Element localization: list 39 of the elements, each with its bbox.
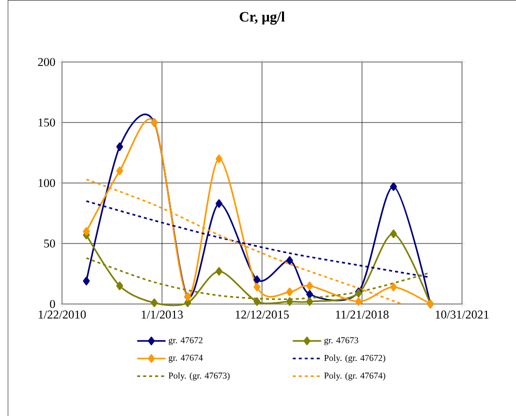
point — [82, 227, 90, 236]
x-tick-label: 11/21/2018 — [336, 310, 389, 319]
x-tick-label: 12/12/2015 — [236, 310, 289, 319]
legend-label: Poly. (gr. 47673) — [168, 372, 230, 380]
point — [306, 282, 314, 290]
y-tick-label: 100 — [38, 178, 56, 188]
point — [216, 199, 222, 208]
point — [286, 288, 294, 296]
y-tick-label: 150 — [38, 118, 56, 127]
point — [286, 256, 294, 265]
point — [306, 290, 314, 299]
y-tick-label: 50 — [44, 239, 56, 248]
point — [254, 282, 260, 292]
point — [306, 297, 314, 306]
x-tick-label: 1/1/2013 — [142, 310, 183, 319]
point — [116, 142, 124, 151]
point — [116, 282, 124, 290]
x-tick-label: 1/22/2010 — [38, 310, 86, 319]
point — [390, 230, 397, 238]
y-tick-label: 200 — [38, 58, 56, 66]
point — [286, 297, 294, 306]
legend-label: gr. 47674 — [168, 354, 203, 363]
legend-label: Poly. (gr. 47674) — [324, 372, 386, 380]
legend-label: Poly. (gr. 47672) — [324, 354, 386, 363]
y-tick-label: 0 — [50, 300, 56, 308]
legend-label: gr. 47673 — [324, 337, 358, 346]
point — [355, 297, 362, 306]
point — [116, 166, 124, 176]
point — [254, 297, 260, 306]
point — [254, 276, 260, 284]
chart-title: Cr, µg/l — [240, 12, 285, 25]
x-tick-label: 10/31/2021 — [436, 310, 489, 319]
legend-label: gr. 47672 — [168, 337, 202, 346]
point — [390, 282, 397, 292]
point — [82, 276, 90, 286]
point — [216, 267, 222, 276]
point — [390, 182, 397, 191]
point — [150, 298, 158, 308]
point — [216, 154, 222, 164]
